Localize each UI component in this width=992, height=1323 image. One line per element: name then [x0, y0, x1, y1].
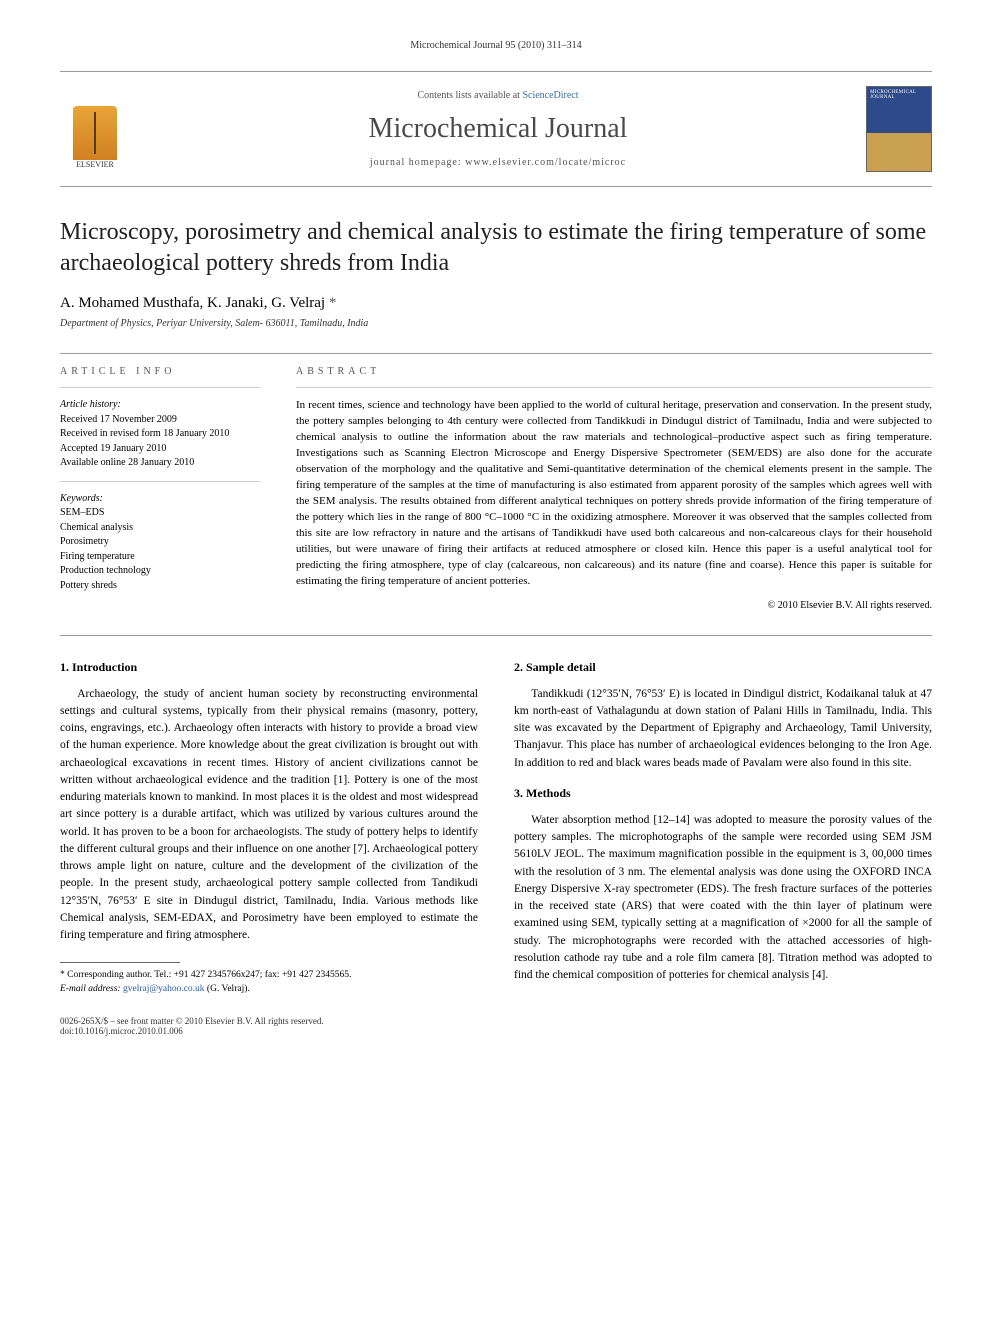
publisher-logo: ELSEVIER [60, 89, 130, 169]
section-1-heading: 1. Introduction [60, 658, 478, 676]
history-online: Available online 28 January 2010 [60, 456, 260, 471]
page-footer: 0026-265X/$ – see front matter © 2010 El… [60, 1016, 932, 1036]
contents-prefix: Contents lists available at [417, 90, 522, 101]
section-2-paragraph: Tandikkudi (12°35′N, 76°53′ E) is locate… [514, 686, 932, 772]
history-revised: Received in revised form 18 January 2010 [60, 427, 260, 442]
article-info-column: article info Article history: Received 1… [60, 366, 260, 610]
homepage-prefix: journal homepage: [370, 157, 465, 168]
abstract-copyright: © 2010 Elsevier B.V. All rights reserved… [296, 600, 932, 611]
journal-name: Microchemical Journal [130, 113, 866, 145]
publisher-name: ELSEVIER [76, 160, 114, 169]
section-1-paragraph: Archaeology, the study of ancient human … [60, 686, 478, 945]
keyword: Firing temperature [60, 550, 260, 565]
cover-title: MICROCHEMICAL JOURNAL [870, 90, 928, 100]
footnote-corr: * Corresponding author. Tel.: +91 427 23… [60, 969, 478, 982]
info-divider [60, 387, 260, 388]
footer-front-matter: 0026-265X/$ – see front matter © 2010 El… [60, 1016, 324, 1026]
keywords-block: Keywords: SEM–EDS Chemical analysis Poro… [60, 492, 260, 594]
info-divider [60, 481, 260, 482]
footnote-email-tail: (G. Velraj). [205, 984, 250, 994]
section-3-heading: 3. Methods [514, 784, 932, 802]
section-2-heading: 2. Sample detail [514, 658, 932, 676]
keyword: SEM–EDS [60, 506, 260, 521]
running-head: Microchemical Journal 95 (2010) 311–314 [60, 40, 932, 51]
corresponding-marker: * [329, 295, 337, 311]
homepage-line: journal homepage: www.elsevier.com/locat… [130, 157, 866, 168]
section-3-paragraph: Water absorption method [12–14] was adop… [514, 812, 932, 985]
elsevier-tree-icon [73, 106, 117, 160]
sciencedirect-link[interactable]: ScienceDirect [522, 90, 578, 101]
abstract-divider [296, 387, 932, 388]
authors-line: A. Mohamed Musthafa, K. Janaki, G. Velra… [60, 295, 932, 312]
history-received: Received 17 November 2009 [60, 413, 260, 428]
affiliation: Department of Physics, Periyar Universit… [60, 318, 932, 329]
footer-doi: doi:10.1016/j.microc.2010.01.006 [60, 1026, 324, 1036]
keyword: Pottery shreds [60, 579, 260, 594]
abstract-column: abstract In recent times, science and te… [296, 366, 932, 610]
body-columns: 1. Introduction Archaeology, the study o… [60, 658, 932, 997]
keywords-head: Keywords: [60, 492, 260, 507]
authors-names: A. Mohamed Musthafa, K. Janaki, G. Velra… [60, 295, 329, 311]
contents-line: Contents lists available at ScienceDirec… [130, 90, 866, 101]
article-info-label: article info [60, 366, 260, 377]
homepage-url[interactable]: www.elsevier.com/locate/microc [465, 157, 626, 168]
article-title: Microscopy, porosimetry and chemical ana… [60, 217, 932, 279]
abstract-label: abstract [296, 366, 932, 377]
footnote-rule [60, 962, 180, 963]
article-history: Article history: Received 17 November 20… [60, 398, 260, 471]
corresponding-footnote: * Corresponding author. Tel.: +91 427 23… [60, 969, 478, 996]
keyword: Chemical analysis [60, 521, 260, 536]
masthead-center: Contents lists available at ScienceDirec… [130, 90, 866, 168]
footnote-email-label: E-mail address: [60, 984, 123, 994]
keyword: Porosimetry [60, 535, 260, 550]
abstract-text: In recent times, science and technology … [296, 398, 932, 589]
divider [60, 353, 932, 354]
body-divider [60, 635, 932, 636]
keyword: Production technology [60, 564, 260, 579]
footnote-email-link[interactable]: gvelraj@yahoo.co.uk [123, 984, 205, 994]
history-head: Article history: [60, 398, 260, 413]
journal-masthead: ELSEVIER Contents lists available at Sci… [60, 71, 932, 187]
journal-cover-thumbnail: MICROCHEMICAL JOURNAL [866, 86, 932, 172]
history-accepted: Accepted 19 January 2010 [60, 442, 260, 457]
